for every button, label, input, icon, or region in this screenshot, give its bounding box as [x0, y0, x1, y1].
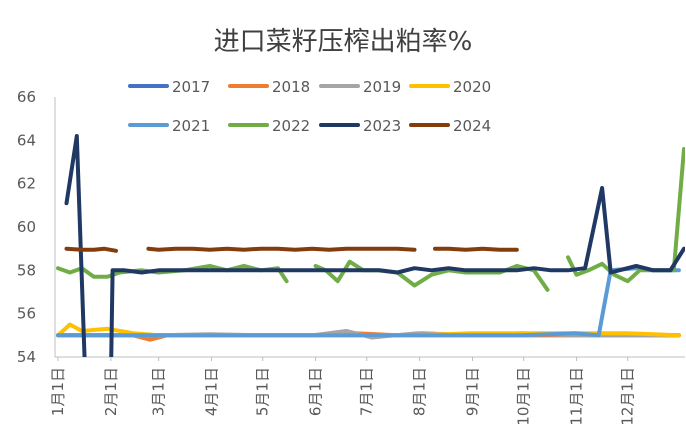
y-tick-label: 56 — [17, 305, 36, 323]
x-tick-label: 10月1日 — [515, 367, 533, 426]
series-line-2024 — [64, 246, 519, 253]
axes — [54, 97, 685, 358]
chart-title: 进口菜籽压榨出粕率% — [214, 27, 473, 57]
y-tick-label: 64 — [17, 131, 36, 149]
x-tick-label: 9月1日 — [463, 367, 481, 416]
y-tick-label: 58 — [17, 261, 36, 279]
series-lines — [56, 134, 685, 357]
x-tick-label: 12月1日 — [619, 367, 637, 426]
legend-label-2023: 2023 — [363, 117, 401, 135]
legend-label-2024: 2024 — [453, 117, 491, 135]
x-tick-label: 7月1日 — [358, 367, 376, 416]
legend-label-2020: 2020 — [453, 78, 491, 96]
legend: 2017 2018 2019 2020 2021 2022 2023 2024 — [128, 78, 491, 135]
legend-label-2019: 2019 — [363, 78, 401, 96]
x-tick-label: 4月1日 — [203, 367, 221, 416]
y-axis-ticks: 54 56 58 60 62 64 66 — [17, 88, 36, 366]
series-line-2023 — [64, 134, 685, 357]
y-tick-label: 62 — [17, 175, 36, 193]
y-tick-label: 54 — [17, 348, 36, 366]
legend-label-2018: 2018 — [272, 78, 310, 96]
x-tick-label: 2月1日 — [102, 367, 120, 416]
x-tick-label: 1月1日 — [49, 367, 67, 416]
legend-label-2017: 2017 — [172, 78, 210, 96]
x-tick-label: 3月1日 — [150, 367, 168, 416]
legend-label-2022: 2022 — [272, 117, 310, 135]
x-tick-label: 11月1日 — [568, 367, 586, 426]
x-tick-label: 6月1日 — [307, 367, 325, 416]
y-tick-label: 66 — [17, 88, 36, 106]
y-tick-label: 60 — [17, 218, 36, 236]
series-line-2021 — [56, 266, 681, 338]
x-tick-label: 8月1日 — [411, 367, 429, 416]
legend-label-2021: 2021 — [172, 117, 210, 135]
x-tick-label: 5月1日 — [254, 367, 272, 416]
x-axis-ticks: 1月1日 2月1日 3月1日 4月1日 5月1日 6月1日 7月1日 8月1日 9月1日 10月1… — [49, 357, 637, 426]
